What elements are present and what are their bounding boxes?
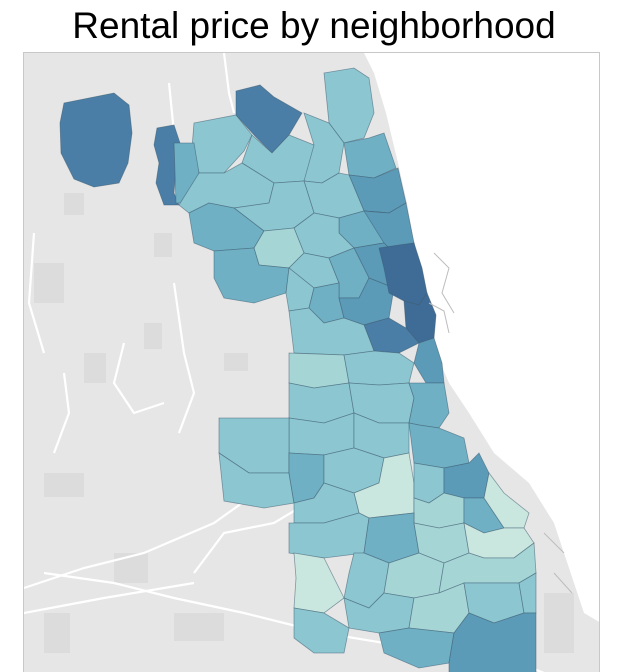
harbor-details: [428, 252, 573, 594]
map-frame[interactable]: [23, 52, 600, 672]
neighborhood-lower-west-side[interactable]: [343, 350, 415, 386]
neighborhood-douglas[interactable]: [408, 382, 450, 429]
neighborhood-hegewisch[interactable]: [293, 607, 350, 654]
neighborhood-ohare[interactable]: [59, 92, 133, 188]
neighborhood-north-lawndale[interactable]: [288, 352, 350, 389]
neighborhood-riverdale[interactable]: [448, 612, 537, 672]
lake-michigan: [364, 53, 599, 622]
map-title: Rental price by neighborhood: [72, 5, 556, 46]
neighborhood-map[interactable]: [24, 53, 600, 672]
neighborhood-south-shore[interactable]: [483, 472, 530, 529]
